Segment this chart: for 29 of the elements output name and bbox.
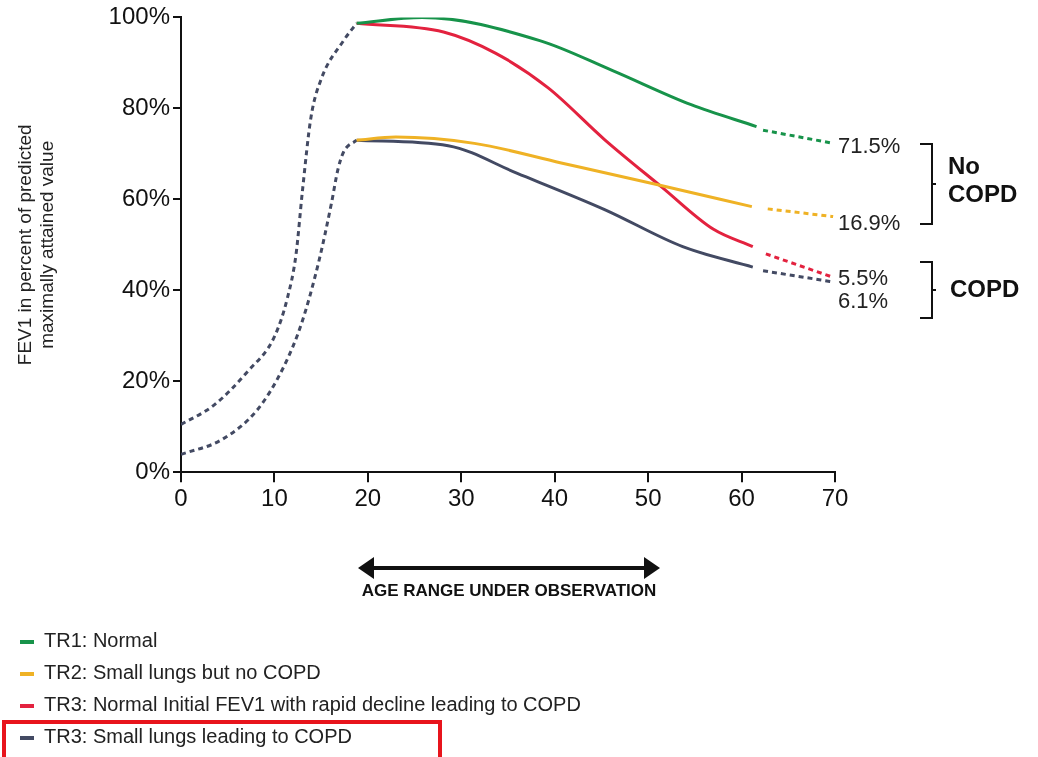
- legend-label: TR1: Normal: [43, 628, 159, 653]
- text: No COPD: [948, 152, 1019, 208]
- legend-label: TR2: Small lungs but no COPD: [43, 660, 322, 685]
- legend-label: TR3: Normal Initial FEV1 with rapid decline leading to COPD: [43, 692, 581, 717]
- line-series: [355, 17, 759, 129]
- y-tick-label: 40%: [121, 274, 170, 302]
- text: AGE RANGE UNDER OBSERVATION: [360, 580, 658, 602]
- y-tick-label: 100%: [108, 2, 170, 30]
- y-tick-label: 60%: [121, 183, 170, 211]
- x-tick-label: 0: [174, 484, 188, 512]
- text: 16.9%: [838, 210, 901, 235]
- text: 6.1%: [838, 288, 889, 313]
- line-series: [181, 21, 359, 426]
- x-tick-label: 10: [261, 484, 288, 512]
- y-tick-label: 80%: [121, 92, 170, 120]
- x-tick-label: 20: [354, 484, 382, 512]
- line-series: [355, 135, 754, 209]
- legend-label: TR3: Small lungs leading to COPD: [43, 724, 353, 749]
- x-tick-label: 50: [634, 484, 662, 512]
- text: 5.5%: [838, 265, 889, 290]
- y-tick-label: 20%: [121, 365, 170, 393]
- x-tick-label: 30: [447, 484, 475, 512]
- text: COPD: [950, 275, 1021, 303]
- x-tick-label: 60: [728, 484, 755, 512]
- text: 71.5%: [838, 133, 901, 158]
- x-tick-label: 70: [821, 484, 849, 512]
- y-axis-title: FEV1 in percent of predicted maximally attained value: [13, 124, 58, 366]
- y-tick-label: 0%: [135, 456, 170, 484]
- x-tick-label: 40: [541, 484, 569, 512]
